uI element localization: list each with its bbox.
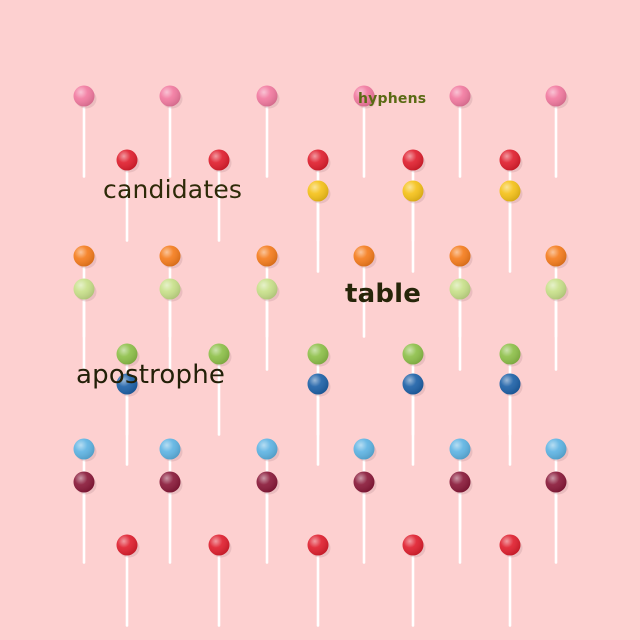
lollipop bbox=[208, 149, 232, 242]
lollipop bbox=[73, 85, 97, 178]
lollipop-gloss bbox=[499, 534, 521, 556]
lollipop bbox=[208, 343, 232, 436]
lollipop bbox=[116, 149, 140, 242]
lollipop-gloss bbox=[256, 278, 278, 300]
lollipop bbox=[208, 534, 232, 627]
lollipop-gloss bbox=[402, 534, 424, 556]
word-candidates: candidates bbox=[103, 175, 243, 204]
lollipop bbox=[499, 180, 523, 273]
lollipop bbox=[449, 85, 473, 178]
lollipop-gloss bbox=[307, 149, 329, 171]
lollipop bbox=[499, 534, 523, 627]
lollipop bbox=[307, 180, 331, 273]
lollipop-gloss bbox=[116, 534, 138, 556]
lollipop-gloss bbox=[307, 343, 329, 365]
lollipop bbox=[159, 278, 183, 371]
word-table: table bbox=[345, 279, 422, 309]
lollipop-gloss bbox=[353, 85, 375, 107]
lollipop bbox=[116, 534, 140, 627]
lollipop-gloss bbox=[73, 438, 95, 460]
lollipop bbox=[256, 471, 280, 564]
lollipop bbox=[159, 471, 183, 564]
lollipop-gloss bbox=[73, 471, 95, 493]
lollipop-gloss bbox=[353, 438, 375, 460]
lollipop-gloss bbox=[208, 149, 230, 171]
lollipop-gloss bbox=[449, 278, 471, 300]
lollipop-gloss bbox=[159, 471, 181, 493]
lollipop bbox=[402, 180, 426, 273]
lollipop-gloss bbox=[116, 343, 138, 365]
lollipop-gloss bbox=[545, 85, 567, 107]
lollipop-gloss bbox=[73, 278, 95, 300]
lollipop bbox=[256, 85, 280, 178]
lollipop-gloss bbox=[307, 180, 329, 202]
lollipop-gloss bbox=[256, 471, 278, 493]
lollipop-gloss bbox=[499, 149, 521, 171]
lollipop bbox=[353, 471, 377, 564]
lollipop bbox=[256, 278, 280, 371]
lollipop-gloss bbox=[449, 85, 471, 107]
lollipop-gloss bbox=[449, 438, 471, 460]
lollipop-gloss bbox=[402, 180, 424, 202]
lollipop bbox=[449, 278, 473, 371]
lollipop-gloss bbox=[545, 245, 567, 267]
lollipop-gloss bbox=[353, 245, 375, 267]
word-hyphens: hyphens bbox=[358, 91, 427, 107]
lollipop-gloss bbox=[73, 85, 95, 107]
lollipop bbox=[402, 373, 426, 466]
lollipop-gloss bbox=[116, 149, 138, 171]
lollipop-gloss bbox=[159, 438, 181, 460]
lollipop bbox=[402, 534, 426, 627]
lollipop-gloss bbox=[256, 85, 278, 107]
lollipop-gloss bbox=[402, 373, 424, 395]
lollipop bbox=[499, 373, 523, 466]
lollipop-gloss bbox=[159, 85, 181, 107]
lollipop-gloss bbox=[159, 278, 181, 300]
lollipop-gloss bbox=[499, 180, 521, 202]
lollipop-gloss bbox=[307, 373, 329, 395]
lollipop-gloss bbox=[545, 438, 567, 460]
lollipop bbox=[116, 373, 140, 466]
lollipop-gloss bbox=[159, 245, 181, 267]
lollipop-gloss bbox=[545, 471, 567, 493]
lollipop bbox=[307, 534, 331, 627]
lollipop-gloss bbox=[353, 471, 375, 493]
lollipop bbox=[73, 471, 97, 564]
lollipop-gloss bbox=[116, 373, 138, 395]
lollipop bbox=[545, 471, 569, 564]
lollipop-gloss bbox=[449, 471, 471, 493]
lollipop-gloss bbox=[256, 245, 278, 267]
lollipop-gloss bbox=[256, 438, 278, 460]
lollipop bbox=[307, 373, 331, 466]
lollipop-gloss bbox=[208, 534, 230, 556]
lollipop-gloss bbox=[499, 343, 521, 365]
lollipop-gloss bbox=[499, 373, 521, 395]
lollipop bbox=[353, 85, 377, 178]
lollipop bbox=[73, 278, 97, 371]
lollipop-gloss bbox=[402, 149, 424, 171]
lollipop-gloss bbox=[307, 534, 329, 556]
lollipop bbox=[545, 278, 569, 371]
lollipop-gloss bbox=[449, 245, 471, 267]
lollipop-gloss bbox=[208, 343, 230, 365]
lollipop bbox=[353, 245, 377, 338]
lollipop bbox=[159, 85, 183, 178]
lollipop bbox=[449, 438, 473, 531]
lollipop bbox=[449, 471, 473, 564]
word-apostrophe: apostrophe bbox=[76, 360, 226, 390]
lollipop-gloss bbox=[402, 343, 424, 365]
lollipop-gloss bbox=[545, 278, 567, 300]
lollipop bbox=[545, 85, 569, 178]
lollipop-gloss bbox=[73, 245, 95, 267]
